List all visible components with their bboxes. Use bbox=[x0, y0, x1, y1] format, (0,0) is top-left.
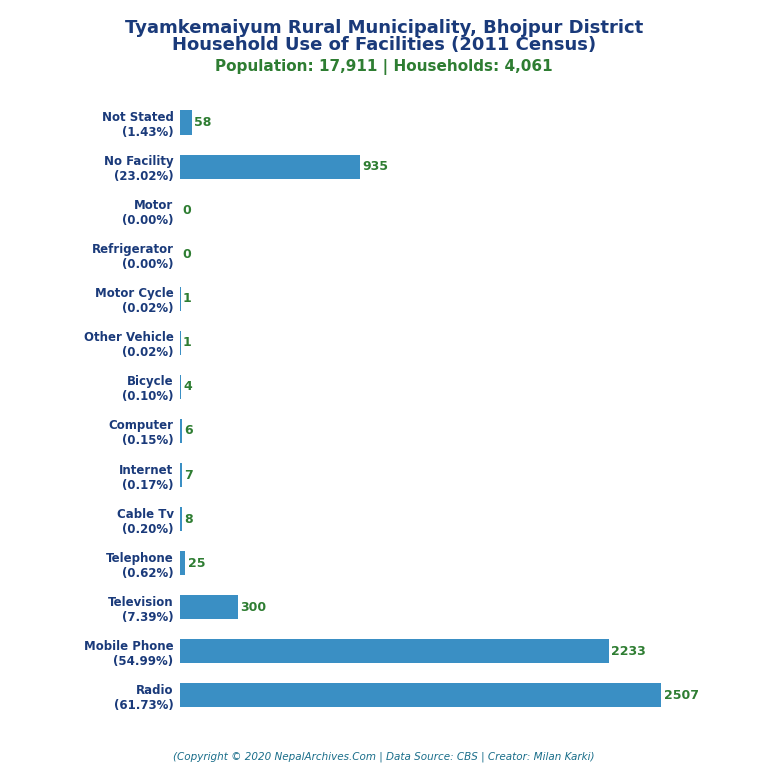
Text: 6: 6 bbox=[184, 425, 193, 438]
Text: 25: 25 bbox=[187, 557, 205, 570]
Bar bbox=[180, 154, 360, 179]
Text: 1: 1 bbox=[183, 293, 192, 306]
Text: 0: 0 bbox=[182, 248, 190, 261]
Bar bbox=[180, 419, 181, 443]
Bar bbox=[180, 507, 182, 531]
Text: 2233: 2233 bbox=[611, 645, 646, 657]
Text: 1: 1 bbox=[183, 336, 192, 349]
Text: 300: 300 bbox=[240, 601, 266, 614]
Bar bbox=[180, 595, 238, 619]
Text: Tyamkemaiyum Rural Municipality, Bhojpur District: Tyamkemaiyum Rural Municipality, Bhojpur… bbox=[125, 19, 643, 37]
Bar bbox=[180, 551, 185, 575]
Text: 8: 8 bbox=[184, 512, 193, 525]
Text: 935: 935 bbox=[362, 161, 388, 173]
Bar bbox=[180, 639, 609, 664]
Text: 58: 58 bbox=[194, 116, 211, 129]
Text: 4: 4 bbox=[184, 380, 192, 393]
Text: (Copyright © 2020 NepalArchives.Com | Data Source: CBS | Creator: Milan Karki): (Copyright © 2020 NepalArchives.Com | Da… bbox=[174, 751, 594, 762]
Text: 2507: 2507 bbox=[664, 689, 699, 702]
Text: Household Use of Facilities (2011 Census): Household Use of Facilities (2011 Census… bbox=[172, 36, 596, 54]
Bar bbox=[180, 463, 182, 487]
Bar bbox=[180, 111, 191, 134]
Bar bbox=[180, 684, 661, 707]
Text: Population: 17,911 | Households: 4,061: Population: 17,911 | Households: 4,061 bbox=[215, 59, 553, 75]
Text: 0: 0 bbox=[182, 204, 190, 217]
Text: 7: 7 bbox=[184, 468, 193, 482]
